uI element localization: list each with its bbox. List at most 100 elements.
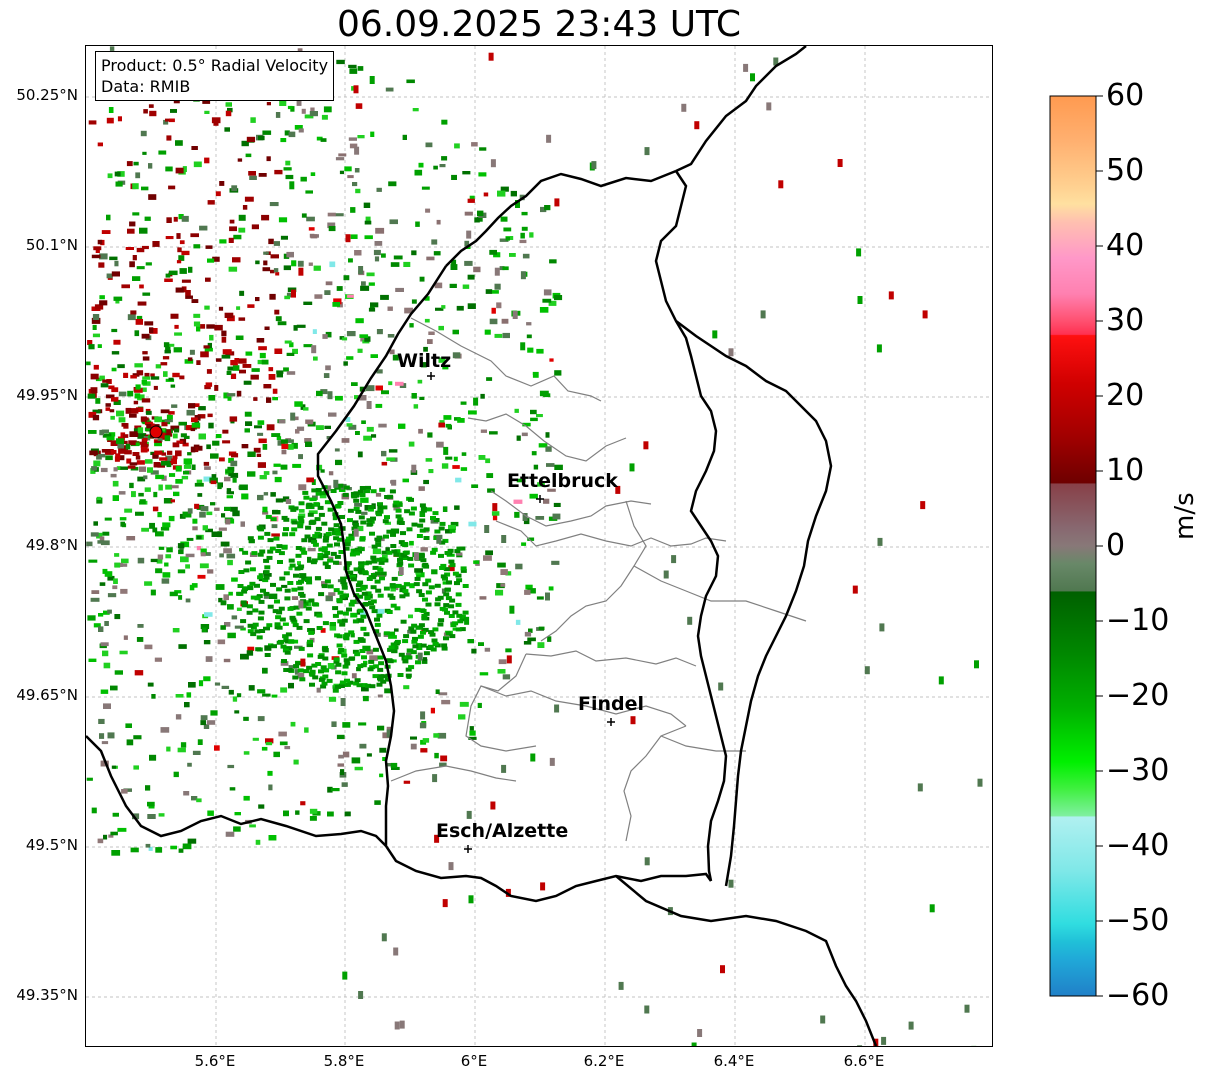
radar-echo-pixel (338, 487, 346, 492)
colorbar-tick-label: −20 (1106, 678, 1170, 713)
radar-echo-pixel (208, 422, 214, 429)
radar-echo-pixel (171, 458, 177, 465)
radar-echo-pixel (377, 593, 384, 598)
radar-echo-pixel (437, 595, 444, 600)
radar-echo-pixel (441, 305, 446, 309)
radar-echo-pixel (281, 544, 288, 549)
radar-echo-pixel (290, 617, 297, 622)
radar-echo-pixel (234, 625, 244, 629)
radar-echo-pixel (294, 669, 300, 675)
radar-echo-pixel (484, 647, 491, 652)
radar-echo-pixel (175, 450, 182, 457)
radar-echo-pixel (123, 372, 129, 378)
radar-echo-pixel (446, 580, 452, 585)
radar-echo-pixel (346, 331, 356, 337)
radar-echo-pixel (469, 195, 475, 201)
radar-echo-pixel (473, 397, 479, 406)
radar-echo-pixel (166, 217, 172, 223)
radar-echo-pixel (343, 361, 348, 366)
radar-echo-pixel (136, 315, 143, 322)
radar-echo-pixel (132, 212, 140, 216)
radar-echo-pixel (255, 839, 261, 845)
radar-echo-pixel (327, 212, 336, 217)
radar-echo-pixel (181, 250, 190, 256)
radar-echo-pixel (283, 571, 290, 576)
radar-map[interactable] (85, 45, 993, 1047)
radar-echo-pixel (275, 549, 282, 553)
radar-echo-pixel (174, 324, 179, 329)
radar-echo-pixel (192, 518, 198, 524)
radar-echo-pixel (206, 720, 216, 725)
radar-echo-pixel (421, 616, 428, 621)
radar-echo-pixel (174, 428, 180, 433)
radar-echo-pixel (118, 491, 126, 495)
lon-tick: 5.8°E (323, 1052, 365, 1070)
radar-echo-pixel (430, 550, 437, 555)
radar-echo-pixel (200, 720, 206, 726)
radar-echo-pixel (257, 494, 264, 501)
radar-echo-pixel (402, 134, 407, 140)
radar-echo-pixel (440, 563, 447, 568)
radar-echo-pixel (920, 501, 926, 510)
radar-echo-pixel (292, 506, 299, 511)
radar-echo-pixel (454, 143, 460, 149)
radar-echo-pixel (279, 100, 287, 106)
radar-echo-pixel (778, 180, 784, 189)
radar-echo-pixel (374, 571, 381, 576)
colorbar-tick-label: −10 (1106, 603, 1170, 638)
radar-echo-pixel (366, 522, 373, 527)
radar-echo-pixel (250, 632, 257, 637)
radar-echo-pixel (110, 831, 118, 836)
radar-echo-pixel (403, 634, 410, 639)
radar-echo-pixel (289, 342, 294, 348)
lat-tick: 49.65°N (16, 686, 78, 704)
radar-echo-pixel (310, 107, 315, 112)
colorbar-tick-label: 30 (1106, 303, 1145, 338)
radar-echo-pixel (121, 789, 128, 794)
radar-echo-pixel (218, 597, 223, 603)
radar-echo-pixel (336, 59, 345, 65)
radar-echo-pixel (448, 862, 454, 871)
radar-echo-pixel (91, 590, 100, 594)
radar-echo-pixel (449, 528, 456, 533)
lon-tick: 6°E (460, 1052, 488, 1070)
radar-echo-pixel (410, 736, 417, 740)
radar-echo-pixel (390, 762, 398, 768)
radar-echo-pixel (917, 783, 923, 792)
radar-echo-pixel (126, 739, 134, 746)
radar-echo-pixel (250, 625, 257, 630)
radar-echo-pixel (375, 542, 382, 547)
radar-echo-pixel (406, 648, 414, 653)
radar-echo-pixel (416, 646, 423, 650)
radar-echo-pixel (252, 608, 259, 613)
radar-echo-pixel (205, 277, 211, 282)
radar-echo-pixel (273, 241, 280, 246)
radar-echo-pixel (335, 157, 345, 161)
radar-echo-pixel (390, 642, 397, 647)
radar-echo-pixel (241, 140, 249, 147)
radar-echo-pixel (500, 583, 506, 587)
radar-echo-pixel (93, 364, 99, 370)
radar-echo-pixel (333, 588, 340, 593)
radar-echo-pixel (354, 503, 362, 507)
radar-echo-pixel (352, 182, 358, 187)
radar-echo-pixel (491, 307, 496, 314)
radar-echo-pixel (244, 428, 250, 433)
radar-echo-pixel (402, 589, 409, 594)
radar-echo-pixel (536, 414, 543, 418)
radar-echo-pixel (110, 473, 117, 478)
radar-echo-pixel (183, 791, 190, 796)
radar-echo-pixel (888, 291, 894, 300)
radar-echo-pixel (455, 627, 462, 632)
radar-echo-pixel (328, 527, 335, 532)
radar-echo-pixel (164, 278, 173, 282)
radar-echo-pixel (135, 455, 141, 460)
radar-echo-pixel (357, 451, 363, 458)
radar-echo-pixel (299, 573, 307, 579)
radar-echo-pixel (338, 754, 344, 759)
radar-echo-pixel (142, 151, 147, 155)
radar-echo-pixel (132, 813, 140, 820)
radar-echo-pixel (152, 241, 160, 247)
radar-echo-pixel (264, 565, 271, 570)
radar-echo-pixel (334, 448, 340, 452)
